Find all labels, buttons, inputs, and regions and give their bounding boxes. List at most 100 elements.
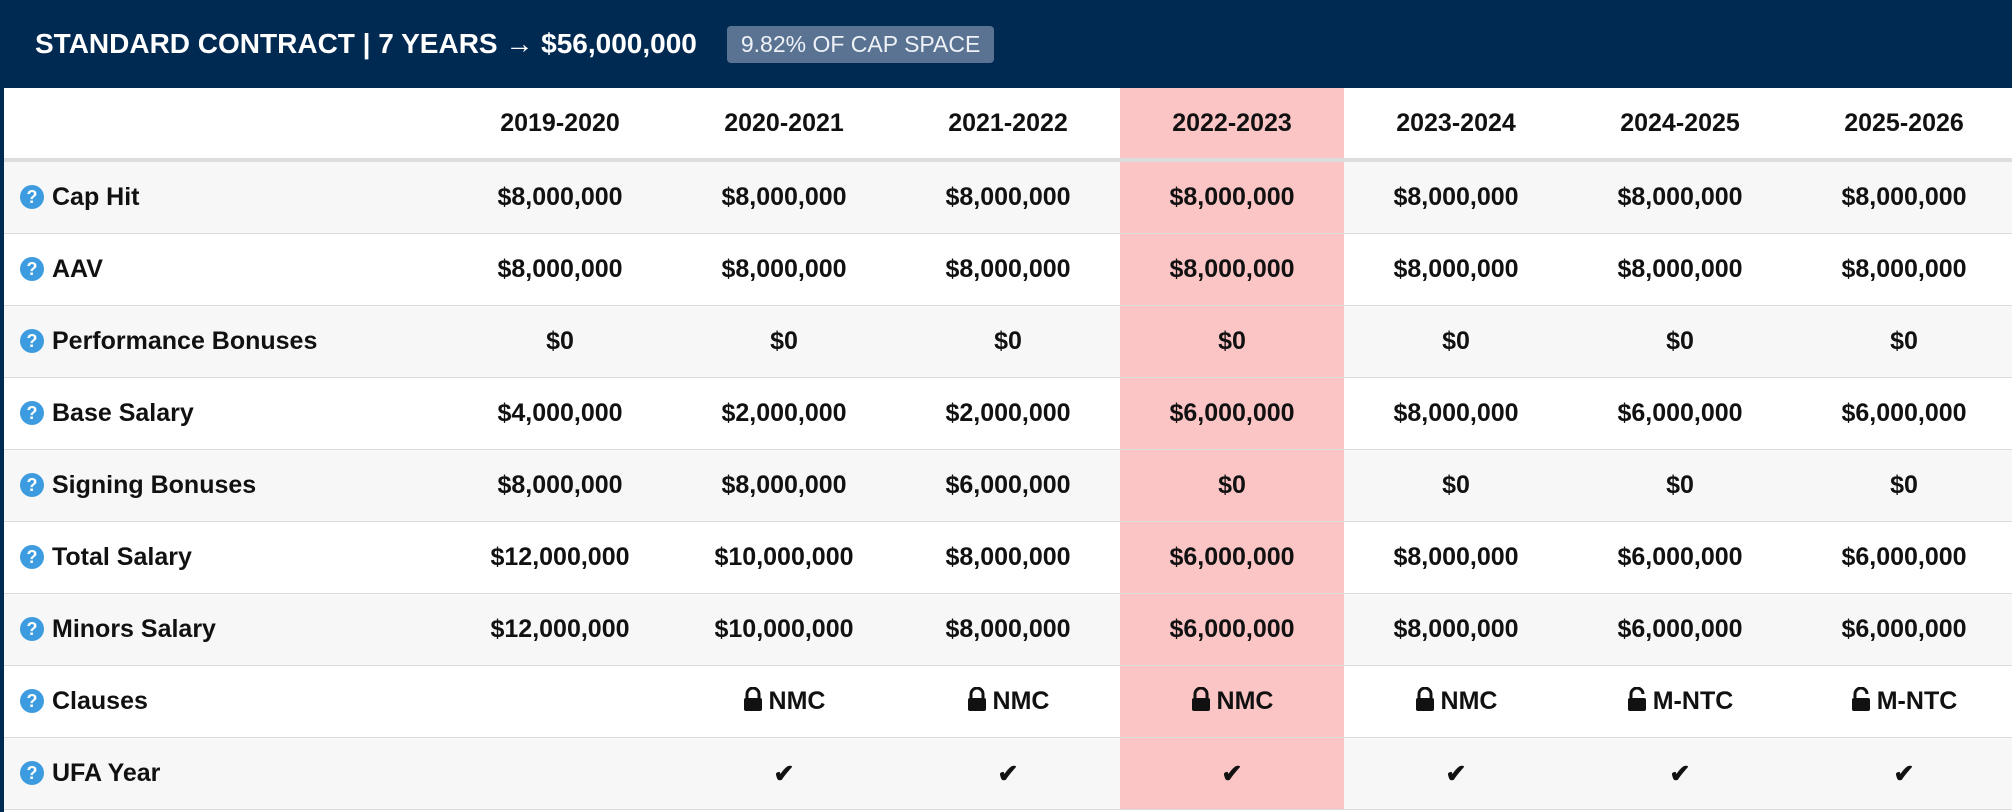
cell: $8,000,000 — [1792, 160, 2012, 234]
cell: NMC — [1344, 665, 1568, 738]
cell: ✔ — [1568, 737, 1792, 810]
cell: $0 — [1344, 305, 1568, 378]
row-label-cell: ? Performance Bonuses — [4, 305, 448, 378]
cell: $8,000,000 — [1120, 233, 1344, 306]
cell: $2,000,000 — [672, 377, 896, 450]
cell: NMC — [896, 665, 1120, 738]
cell: $8,000,000 — [896, 160, 1120, 234]
cell: $6,000,000 — [1120, 521, 1344, 594]
row: ? Clauses NMC NMC NMC NMC M-NTC M-NTC — [4, 665, 2012, 738]
cell-value: $0 — [994, 327, 1022, 355]
cell-value: $0 — [1890, 471, 1918, 499]
cell: $8,000,000 — [1792, 233, 2012, 306]
lock-icon — [1191, 686, 1210, 711]
row: ? Performance Bonuses $0 $0 $0 $0 $0 $0 $0 — [4, 305, 2012, 378]
row-label: Minors Salary — [52, 615, 216, 643]
cell-value: $8,000,000 — [1393, 255, 1519, 283]
cell: $12,000,000 — [448, 593, 672, 666]
cell: $8,000,000 — [1344, 233, 1568, 306]
cell: $12,000,000 — [448, 521, 672, 594]
cell-value: $8,000,000 — [1393, 183, 1519, 211]
cell-value: $0 — [1890, 327, 1918, 355]
season-header: 2024-2025 — [1568, 88, 1792, 162]
cell: $6,000,000 — [1568, 521, 1792, 594]
cell-value: $6,000,000 — [1841, 543, 1967, 571]
cell-value: $8,000,000 — [1393, 615, 1519, 643]
cell: $2,000,000 — [896, 377, 1120, 450]
row-label-cell: ? UFA Year — [4, 737, 448, 810]
cell-value: NMC — [768, 687, 826, 715]
cell-value: $6,000,000 — [1169, 543, 1295, 571]
cell: NMC — [1120, 665, 1344, 738]
header: STANDARD CONTRACT | 7 YEARS → $56,000,00… — [4, 0, 2012, 88]
contract-table: 2019-2020 2020-2021 2021-2022 2022-2023 2023… — [4, 88, 2012, 810]
row: ? Cap Hit $8,000,000 $8,000,000 $8,000,000 $8… — [4, 160, 2012, 234]
cell-value: $0 — [1442, 327, 1470, 355]
cell: M-NTC — [1568, 665, 1792, 738]
row-label-cell: ? Base Salary — [4, 377, 448, 450]
cell: $6,000,000 — [1568, 377, 1792, 450]
cell: $6,000,000 — [1792, 593, 2012, 666]
season-header: 2021-2022 — [896, 88, 1120, 162]
cell: $8,000,000 — [1344, 160, 1568, 234]
row-label-cell: ? AAV — [4, 233, 448, 306]
cell-value: $8,000,000 — [497, 471, 623, 499]
cell: $10,000,000 — [672, 593, 896, 666]
row: ? Minors Salary $12,000,000 $10,000,000 $8,0… — [4, 593, 2012, 666]
cell: $8,000,000 — [448, 449, 672, 522]
cell-value: $6,000,000 — [1841, 615, 1967, 643]
cell-value: $0 — [1218, 327, 1246, 355]
cell: $0 — [1120, 305, 1344, 378]
lock-icon — [967, 686, 986, 711]
row-label-cell: ? Total Salary — [4, 521, 448, 594]
lock-icon — [1627, 686, 1646, 711]
cell: $8,000,000 — [896, 233, 1120, 306]
cell-value: $8,000,000 — [497, 183, 623, 211]
cell: $8,000,000 — [1568, 160, 1792, 234]
cell: NMC — [672, 665, 896, 738]
cell: $8,000,000 — [896, 521, 1120, 594]
cell: $6,000,000 — [896, 449, 1120, 522]
cell: $8,000,000 — [1344, 377, 1568, 450]
season-header: 2022-2023 — [1120, 88, 1344, 162]
cell-value: $0 — [1442, 471, 1470, 499]
cell — [448, 665, 672, 738]
cell: $0 — [672, 305, 896, 378]
cell-value: $8,000,000 — [1617, 183, 1743, 211]
cell-value: $8,000,000 — [945, 255, 1071, 283]
help-icon: ? — [20, 185, 44, 209]
cell: $8,000,000 — [672, 233, 896, 306]
cell: $8,000,000 — [896, 593, 1120, 666]
row: ? AAV $8,000,000 $8,000,000 $8,000,000 $8,000… — [4, 233, 2012, 306]
corner — [4, 88, 448, 162]
cell-value: ✔ — [997, 759, 1019, 788]
cell: $8,000,000 — [672, 160, 896, 234]
row-label: Total Salary — [52, 543, 192, 571]
cell: $0 — [1792, 449, 2012, 522]
cell-value: $2,000,000 — [721, 399, 847, 427]
cell: $8,000,000 — [448, 233, 672, 306]
cell: ✔ — [1344, 737, 1568, 810]
season-header: 2025-2026 — [1792, 88, 2012, 162]
lock-icon — [1851, 686, 1870, 711]
cell: M-NTC — [1792, 665, 2012, 738]
cell: ✔ — [896, 737, 1120, 810]
cell-value: $8,000,000 — [945, 183, 1071, 211]
cell-value: ✔ — [1221, 759, 1243, 788]
row: ? UFA Year ✔ ✔ ✔ ✔ ✔ ✔ — [4, 737, 2012, 810]
cell-value: $8,000,000 — [721, 471, 847, 499]
cell-value: $8,000,000 — [1393, 399, 1519, 427]
cell: $0 — [1344, 449, 1568, 522]
row: ? Total Salary $12,000,000 $10,000,000 $8,00… — [4, 521, 2012, 594]
cell: $6,000,000 — [1792, 377, 2012, 450]
cell: $0 — [1792, 305, 2012, 378]
row-label-cell: ? Minors Salary — [4, 593, 448, 666]
cell — [448, 737, 672, 810]
cell: $8,000,000 — [448, 160, 672, 234]
cell: $10,000,000 — [672, 521, 896, 594]
cell-value: $8,000,000 — [1841, 183, 1967, 211]
cell-value: $8,000,000 — [1169, 255, 1295, 283]
cell: ✔ — [1120, 737, 1344, 810]
cell-value: $12,000,000 — [490, 543, 630, 571]
